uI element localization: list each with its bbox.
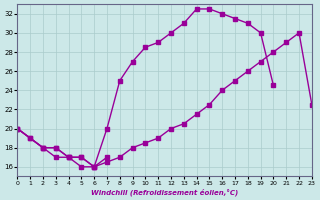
X-axis label: Windchill (Refroidissement éolien,°C): Windchill (Refroidissement éolien,°C)	[91, 188, 238, 196]
